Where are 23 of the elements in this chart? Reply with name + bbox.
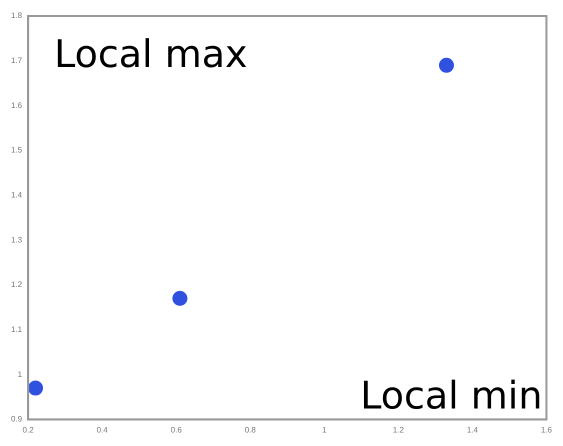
annotation: Local min [360,373,542,418]
x-tick-label: 1.4 [466,425,479,434]
x-tick-label: 0.2 [22,425,34,434]
x-tick-label: 0.8 [244,425,256,434]
y-tick-label: 1.7 [10,56,23,66]
x-tick-label: 1 [322,425,328,434]
y-tick-label: 1 [18,370,23,379]
x-tick-label: 1.6 [540,425,553,434]
y-tick-label: 1.4 [10,190,23,200]
point [28,380,44,396]
x-tick-label: 0.6 [170,425,182,434]
y-tick-label: 1.3 [10,235,23,244]
y-tick-label: 1.1 [10,324,23,334]
x-tick-label: 1.2 [392,425,404,434]
y-tick-label: 1.6 [10,100,23,110]
annotation: Local max [54,32,248,76]
y-tick-label: 1.8 [10,11,23,20]
y-tick-label: 1.2 [10,280,23,290]
point [438,58,454,73]
y-tick-label: 1.5 [10,146,23,155]
point [172,290,188,306]
x-tick-label: 0.4 [96,425,108,434]
y-tick-label: 0.9 [10,414,23,424]
